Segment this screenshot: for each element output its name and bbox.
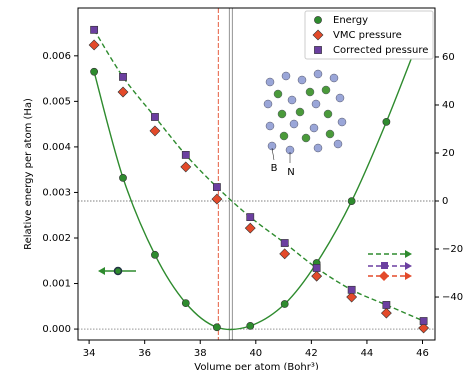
marker xyxy=(89,40,99,50)
marker xyxy=(383,118,390,125)
marker xyxy=(420,317,427,324)
y-tick-label: 0.004 xyxy=(42,142,71,153)
legend-label: Energy xyxy=(333,15,368,26)
legend: Energy VMC pressure Corrected pressure xyxy=(305,11,433,59)
marker xyxy=(119,174,126,181)
marker xyxy=(313,264,320,271)
x-tick-label: 38 xyxy=(194,348,207,359)
marker xyxy=(280,249,290,259)
marker xyxy=(91,68,98,75)
marker xyxy=(247,213,254,220)
y2-tick-label: 60 xyxy=(442,52,455,63)
marker xyxy=(182,151,189,158)
marker xyxy=(181,162,191,172)
y2-tick-label: 0 xyxy=(442,196,448,207)
inset-label: B xyxy=(271,163,278,174)
x-tick-label: 42 xyxy=(305,348,318,359)
y2-tick-label: −40 xyxy=(442,292,463,303)
legend-marker xyxy=(314,16,321,23)
marker xyxy=(213,324,220,331)
y-tick-label: 0.006 xyxy=(42,51,71,62)
y-axis-label: Relative energy per atom (Ha) xyxy=(23,98,34,250)
marker xyxy=(151,113,158,120)
y-tick-label: 0.002 xyxy=(42,233,71,244)
marker xyxy=(247,322,254,329)
marker xyxy=(150,126,160,136)
legend-marker xyxy=(314,46,321,53)
y-tick-label: 0.001 xyxy=(42,279,71,290)
x-tick-label: 46 xyxy=(416,348,429,359)
marker xyxy=(348,197,355,204)
fit-curve xyxy=(94,30,423,321)
legend-label: Corrected pressure xyxy=(333,45,428,56)
page: B N 34 36 38 40 42 44 46 0.000 0.001 0.002 0.003 0.… xyxy=(0,0,463,370)
inset-label: N xyxy=(287,167,294,178)
marker xyxy=(348,286,355,293)
marker xyxy=(91,26,98,33)
marker xyxy=(383,301,390,308)
x-tick-label: 36 xyxy=(138,348,151,359)
y-tick-label: 0.003 xyxy=(42,187,71,198)
legend-label: VMC pressure xyxy=(333,30,402,41)
marker xyxy=(312,271,322,281)
marker xyxy=(119,73,126,80)
marker xyxy=(245,223,255,233)
inset-structure xyxy=(264,70,346,163)
marker xyxy=(381,308,391,318)
marker xyxy=(118,87,128,97)
x-tick-label: 44 xyxy=(361,348,374,359)
marker xyxy=(151,251,158,258)
marker xyxy=(281,300,288,307)
y2-tick-label: 40 xyxy=(442,100,455,111)
marker xyxy=(281,239,288,246)
fit-curve xyxy=(94,27,423,330)
chart: B N 34 36 38 40 42 44 46 0.000 0.001 0.002 0.003 0.… xyxy=(0,0,463,370)
y-tick-label: 0.005 xyxy=(42,96,71,107)
marker xyxy=(213,183,220,190)
marker xyxy=(182,300,189,307)
x-tick-label: 40 xyxy=(249,348,262,359)
y2-tick-label: 20 xyxy=(442,148,455,159)
x-axis-label: Volume per atom (Bohr³) xyxy=(194,362,319,370)
y-tick-label: 0.000 xyxy=(42,324,71,335)
y2-tick-label: −20 xyxy=(442,244,463,255)
direction-arrows xyxy=(98,250,412,281)
x-tick-label: 34 xyxy=(83,348,96,359)
marker xyxy=(212,194,222,204)
